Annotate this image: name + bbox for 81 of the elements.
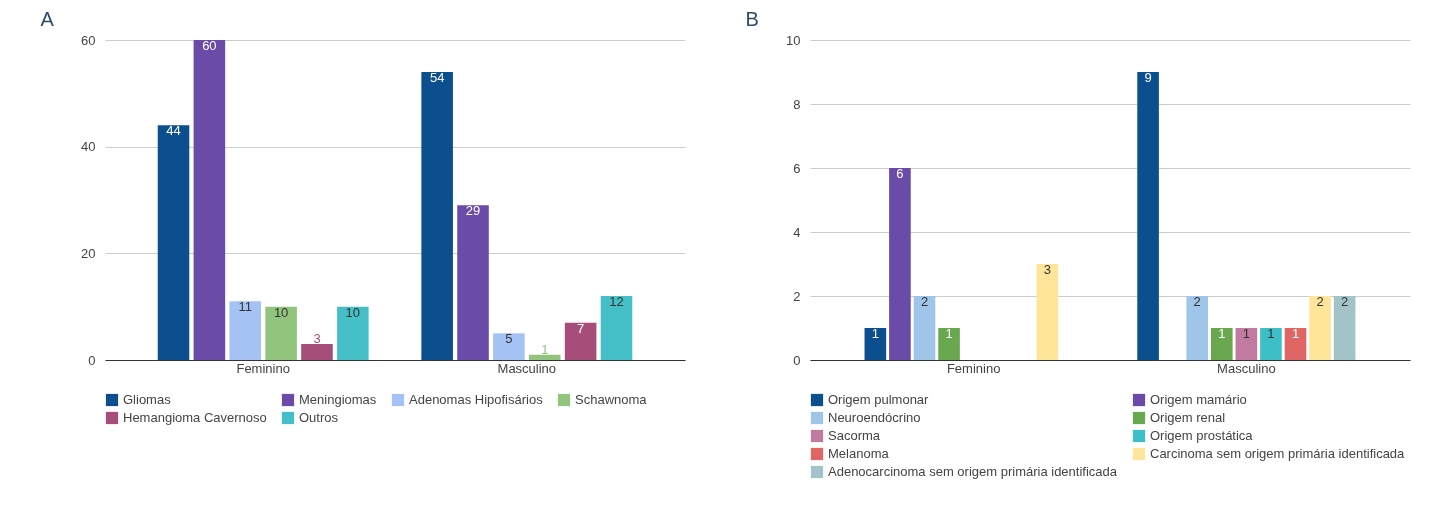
y-tick-label: 20 xyxy=(81,245,96,261)
bar xyxy=(229,301,262,360)
y-tick-label: 60 xyxy=(81,32,96,48)
bar xyxy=(1186,296,1209,360)
y-tick-label: 2 xyxy=(793,288,801,304)
data-label: 1 xyxy=(945,326,953,341)
y-tick-label: 4 xyxy=(793,224,801,240)
data-label: 3 xyxy=(313,331,321,346)
bar xyxy=(1260,328,1282,360)
bar xyxy=(564,322,597,360)
data-label: 9 xyxy=(1144,70,1152,85)
legend-label: Origem renal xyxy=(1150,410,1226,425)
data-label: 12 xyxy=(609,294,624,309)
y-tick-label: 0 xyxy=(793,352,801,368)
text: B xyxy=(745,8,759,30)
data-label: 60 xyxy=(202,38,217,53)
data-label: 2 xyxy=(1193,294,1201,309)
legend-label: Meningiomas xyxy=(299,392,377,407)
bar xyxy=(600,296,633,360)
bar xyxy=(889,168,911,360)
bar xyxy=(864,328,887,360)
data-label: 1 xyxy=(1267,326,1275,341)
legend-label: Schawnoma xyxy=(575,392,648,407)
data-label: 2 xyxy=(920,294,929,309)
bar xyxy=(157,125,190,360)
bar xyxy=(265,306,297,360)
bar xyxy=(938,328,960,360)
legend-label: Adenomas Hipofisários xyxy=(409,392,544,407)
legend-label: Adenocarcinoma sem origem primária identificada xyxy=(828,464,1118,479)
legend-label: Hemangioma Cavernoso xyxy=(123,410,267,425)
bar xyxy=(1309,296,1331,360)
bar xyxy=(337,306,369,360)
bar xyxy=(1333,296,1356,360)
data-label: 2 xyxy=(1316,294,1324,309)
legend-label: Melanoma xyxy=(828,446,890,461)
legend-label: Origem prostática xyxy=(1150,428,1254,443)
data-label: 44 xyxy=(166,123,181,139)
x-tick-label: Feminino xyxy=(236,360,290,376)
bar xyxy=(421,72,453,360)
legend-label: Gliomas xyxy=(123,392,172,407)
data-label: 7 xyxy=(577,320,585,336)
legend-label: Sacorma xyxy=(828,428,881,443)
data-label: 1 xyxy=(541,341,549,357)
bar xyxy=(1235,328,1258,360)
data-label: 29 xyxy=(465,203,481,219)
data-label: 5 xyxy=(505,331,513,347)
bar xyxy=(493,333,525,360)
y-tick-label: 6 xyxy=(793,160,801,176)
legend-label: Origem pulmonar xyxy=(828,392,930,407)
bar xyxy=(1210,328,1233,360)
y-tick-label: 10 xyxy=(786,32,801,48)
y-tick-label: 8 xyxy=(793,96,801,112)
legend-label: Outros xyxy=(299,410,339,425)
data-label: 54 xyxy=(429,70,445,85)
legend-label: Neuroendócrino xyxy=(828,410,921,425)
data-label: 1 xyxy=(1242,326,1250,341)
text: A xyxy=(40,8,55,30)
x-tick-label: Masculino xyxy=(497,360,557,376)
legend-label: Origem mamário xyxy=(1150,392,1247,407)
data-label: 10 xyxy=(273,304,289,320)
bar xyxy=(1036,264,1059,360)
data-label: 1 xyxy=(1218,326,1226,341)
bar xyxy=(193,40,226,360)
y-tick-label: 0 xyxy=(88,352,96,368)
bar xyxy=(457,205,489,360)
x-tick-label: Masculino xyxy=(1217,360,1276,376)
data-label: 1 xyxy=(871,326,879,341)
data-label: 2 xyxy=(1341,294,1349,309)
x-tick-label: Feminino xyxy=(946,360,1001,376)
data-label: 11 xyxy=(238,299,252,315)
legend-label: Carcinoma sem origem primária identificada xyxy=(1150,446,1406,461)
data-label: 1 xyxy=(1291,326,1300,341)
bar xyxy=(913,296,936,360)
bar xyxy=(1137,72,1159,360)
data-label: 6 xyxy=(896,166,904,181)
data-label: 3 xyxy=(1043,262,1051,277)
bar xyxy=(528,354,561,360)
bar xyxy=(1284,328,1307,360)
bar xyxy=(301,344,333,360)
data-label: 10 xyxy=(345,304,361,320)
y-tick-label: 40 xyxy=(81,139,96,155)
